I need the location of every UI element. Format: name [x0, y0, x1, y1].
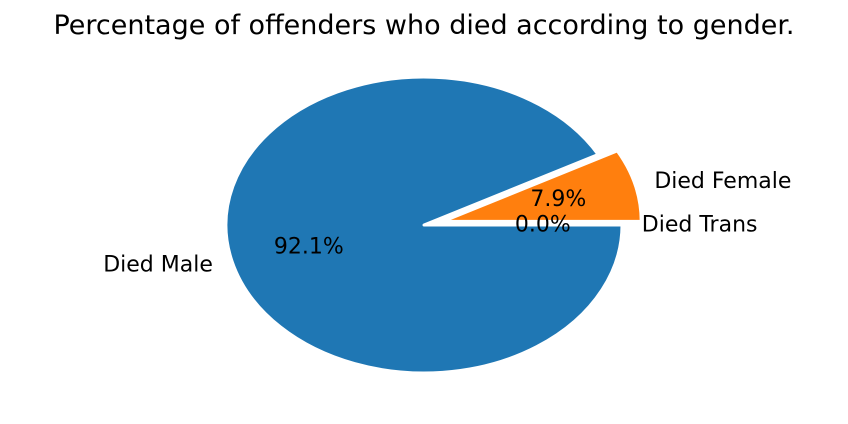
pie-slice-died-female — [441, 149, 643, 223]
category-label-died-trans: Died Trans — [642, 213, 758, 238]
chart-title: Percentage of offenders who died accordi… — [53, 10, 794, 41]
pie-slices — [224, 75, 643, 375]
pct-label-died-female: 7.9% — [530, 187, 586, 212]
pie-labels: 0.0% Died Trans 7.9% Died Female 92.1% Died M… — [103, 169, 791, 278]
category-label-died-male: Died Male — [103, 252, 213, 277]
category-label-died-female: Died Female — [654, 169, 791, 194]
pct-label-died-male: 92.1% — [274, 234, 344, 259]
pct-label-died-trans: 0.0% — [515, 213, 571, 238]
pie-slice-died-male — [224, 75, 624, 375]
